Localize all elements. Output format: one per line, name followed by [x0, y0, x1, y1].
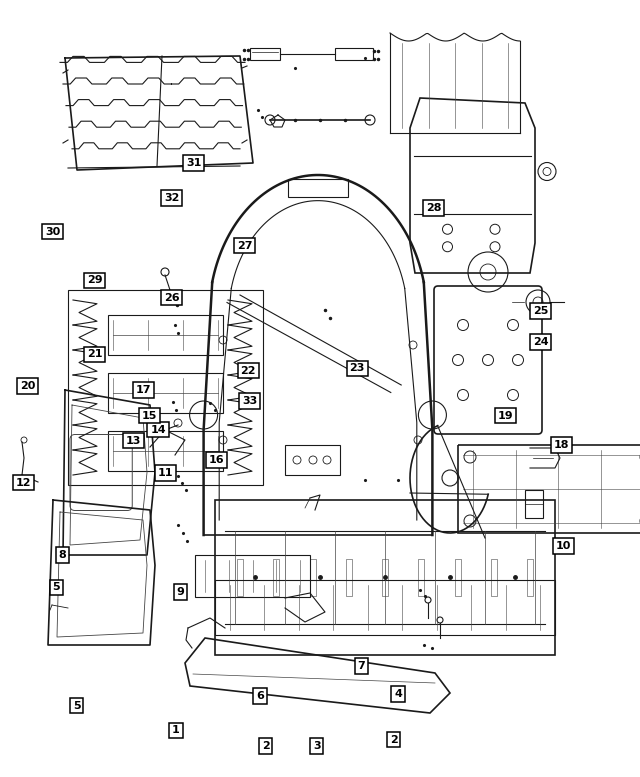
Bar: [527, 559, 533, 596]
Bar: [458, 445, 640, 533]
Text: 19: 19: [498, 411, 513, 420]
Bar: [215, 500, 555, 655]
Text: 2: 2: [390, 735, 397, 744]
Bar: [108, 431, 223, 471]
Text: 27: 27: [237, 241, 252, 250]
Bar: [285, 445, 340, 475]
Text: 10: 10: [556, 542, 571, 551]
Text: 12: 12: [15, 478, 31, 487]
Bar: [525, 490, 543, 518]
Text: 22: 22: [241, 366, 256, 375]
Bar: [454, 559, 461, 596]
Text: 5: 5: [52, 583, 60, 592]
Text: 14: 14: [150, 425, 166, 434]
Text: 20: 20: [20, 382, 35, 391]
Bar: [237, 559, 243, 596]
Bar: [195, 555, 310, 597]
Text: 18: 18: [554, 441, 570, 450]
Text: 33: 33: [242, 396, 257, 406]
Text: 30: 30: [45, 227, 60, 236]
Bar: [491, 559, 497, 596]
Bar: [419, 559, 424, 596]
Text: 3: 3: [313, 741, 321, 751]
Text: 26: 26: [164, 293, 179, 302]
Text: 23: 23: [349, 364, 365, 373]
Text: 24: 24: [533, 337, 548, 347]
Text: 16: 16: [209, 455, 224, 465]
Text: 15: 15: [142, 411, 157, 420]
Bar: [382, 559, 388, 596]
Text: 17: 17: [136, 385, 151, 395]
Text: 13: 13: [125, 436, 141, 445]
Text: 25: 25: [533, 306, 548, 315]
Bar: [250, 48, 280, 60]
Text: 29: 29: [87, 276, 102, 285]
Text: 6: 6: [256, 692, 264, 701]
Bar: [215, 580, 555, 635]
Text: 1: 1: [172, 726, 180, 735]
Bar: [108, 315, 223, 355]
Text: 31: 31: [186, 159, 202, 168]
Text: 28: 28: [426, 204, 442, 213]
Text: 7: 7: [358, 661, 365, 671]
Bar: [108, 373, 223, 413]
Bar: [310, 559, 316, 596]
Text: 8: 8: [59, 550, 67, 559]
Bar: [273, 559, 279, 596]
Text: 11: 11: [157, 469, 173, 478]
Bar: [335, 48, 373, 60]
Bar: [288, 179, 348, 197]
Bar: [346, 559, 352, 596]
Text: 21: 21: [87, 350, 102, 359]
Text: 9: 9: [177, 587, 184, 597]
Text: 5: 5: [73, 701, 81, 710]
Text: 2: 2: [262, 741, 269, 751]
Text: 4: 4: [394, 689, 402, 699]
Text: 32: 32: [164, 193, 179, 203]
Bar: [68, 290, 263, 485]
